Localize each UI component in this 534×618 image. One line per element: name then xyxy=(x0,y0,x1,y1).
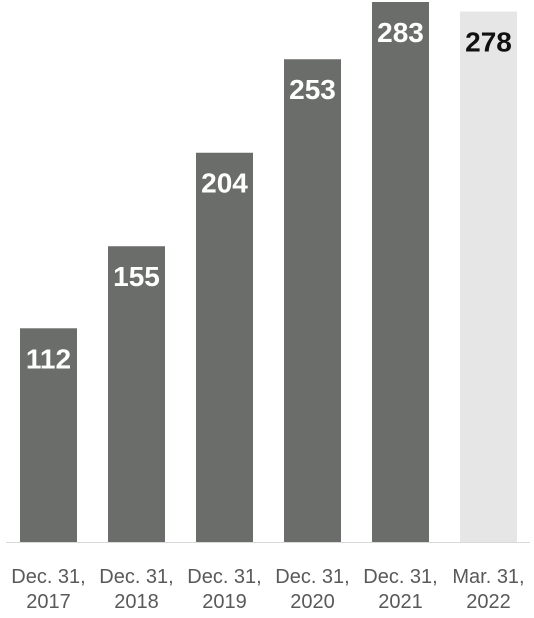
bar xyxy=(196,152,253,542)
x-tick-label: Dec. 31, 2018 xyxy=(99,566,173,613)
bar xyxy=(460,11,517,542)
x-tick-label: Dec. 31, 2021 xyxy=(363,566,437,613)
bars-layer xyxy=(20,2,517,543)
x-tick-label: Mar. 31, 2022 xyxy=(452,566,524,613)
x-tick-label: Dec. 31, 2017 xyxy=(11,566,85,613)
data-label: 278 xyxy=(465,27,512,58)
data-labels-layer: 112 155 204 253 283 278 xyxy=(26,17,512,374)
x-tick-label: Dec. 31, 2020 xyxy=(275,566,349,613)
bar xyxy=(108,246,165,542)
data-label: 283 xyxy=(377,17,424,48)
x-tick-labels-layer: Dec. 31, 2017 Dec. 31, 2018 Dec. 31, 2019 Dec.… xyxy=(11,566,524,613)
bar xyxy=(372,2,429,542)
x-tick-label: Dec. 31, 2019 xyxy=(187,566,261,613)
data-label: 112 xyxy=(26,343,71,374)
bar xyxy=(284,59,341,543)
data-label: 155 xyxy=(113,261,160,292)
data-label: 204 xyxy=(201,168,248,199)
data-label: 253 xyxy=(289,74,336,105)
bar xyxy=(20,328,77,542)
